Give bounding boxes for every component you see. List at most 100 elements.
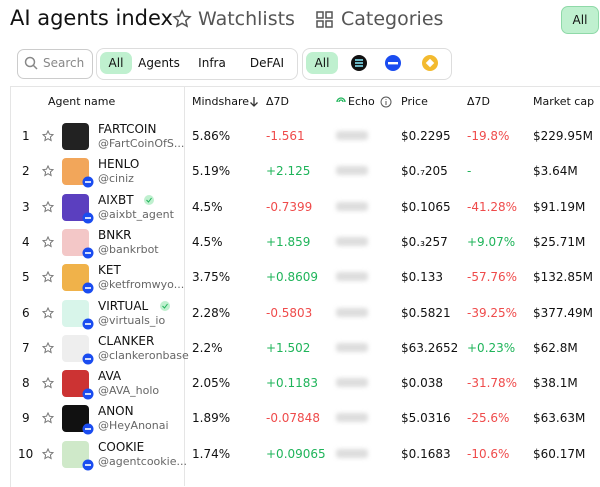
mindshare: 1.74%: [192, 446, 231, 461]
column-divider: [184, 86, 185, 486]
watch-star: [42, 412, 54, 424]
echo-icon: [336, 97, 346, 103]
rank: 6: [22, 305, 30, 320]
category-filter[interactable]: Agents: [138, 56, 180, 70]
category-filter[interactable]: DeFAI: [249, 56, 285, 70]
market-cap: $38.1M: [533, 376, 578, 391]
search-box[interactable]: [17, 49, 93, 79]
category-filter[interactable]: Infra: [198, 56, 226, 70]
echo-blurred: [336, 307, 368, 317]
echo-blurred: [336, 413, 368, 423]
star-icon: [172, 9, 192, 28]
mindshare: 2.28%: [192, 305, 231, 320]
echo-blurred: [336, 378, 368, 388]
mindshare-change neg: -0.07848: [266, 411, 320, 426]
market-cap: $25.71M: [533, 234, 586, 249]
agent-handle: @virtuals_io: [98, 313, 166, 327]
echo-blurred: [336, 272, 368, 282]
chain-badge: [82, 282, 94, 294]
watch-star: [42, 165, 54, 177]
market-cap: $91.19M: [533, 199, 586, 214]
watch-star: [42, 341, 54, 354]
agent-handle: @AVA_holo: [98, 384, 160, 398]
rank: 1: [22, 129, 30, 143]
column-header[interactable]: Δ7D: [467, 95, 490, 108]
tab[interactable]: Watchlists: [198, 8, 295, 30]
chain-badge: [82, 247, 94, 259]
column-header[interactable]: Price: [401, 95, 428, 108]
mindshare-change neg: -1.561: [266, 129, 305, 143]
column-header[interactable]: Echo: [348, 95, 375, 108]
echo-blurred: [336, 448, 368, 458]
rank: 9: [22, 411, 30, 426]
rank: 8: [22, 376, 30, 391]
mindshare: 1.89%: [192, 411, 231, 426]
rank: 7: [22, 340, 30, 355]
agent-handle: @aixbt_agent: [98, 207, 174, 221]
agent-name: AVA: [98, 369, 122, 384]
watch-star: [42, 130, 54, 142]
price-change: -57.76%: [467, 270, 518, 285]
price: $63.2652: [401, 340, 459, 355]
mindshare-change pos: +1.502: [266, 340, 311, 355]
agent-handle: @ciniz: [98, 172, 134, 186]
price: $0.133: [401, 270, 443, 285]
watch-star: [42, 200, 54, 213]
market-cap: $132.85M: [533, 270, 593, 285]
agent-handle: @clankeronbase: [98, 348, 189, 362]
price: $0.₇205: [401, 164, 448, 179]
rank: 3: [22, 199, 30, 214]
all-button[interactable]: All: [561, 6, 599, 34]
chain-badge: [82, 212, 94, 224]
price: $0.2295: [401, 129, 451, 143]
chain-badge: [82, 423, 94, 435]
market-cap: $377.49M: [533, 305, 593, 320]
mindshare: 5.19%: [192, 164, 231, 179]
chain-badge: [82, 388, 94, 400]
market-cap: $229.95M: [533, 129, 593, 143]
agent-name: BNKR: [98, 227, 132, 242]
column-header[interactable]: Δ7D: [266, 95, 289, 108]
mindshare-change pos: +0.8609: [266, 270, 319, 285]
agent-handle: @FartCoinOfS...: [98, 137, 185, 150]
chain-icons: [351, 55, 438, 71]
info-icon: [380, 96, 392, 108]
rank: 10: [18, 446, 34, 461]
price-change: -19.8%: [467, 129, 510, 143]
agent-name: FARTCOIN: [98, 122, 157, 136]
category-filter[interactable]: All: [100, 52, 132, 74]
watch-star: [42, 235, 54, 248]
agent-name: VIRTUAL: [98, 298, 149, 313]
agent-name: KET: [98, 263, 121, 278]
mindshare: 2.2%: [192, 340, 223, 355]
price: $0.1065: [401, 199, 451, 214]
price-change: -: [467, 164, 472, 179]
page-title: AI agents index: [10, 6, 173, 30]
agent-handle: @ketfromwyo...: [98, 278, 185, 292]
price: $5.0316: [401, 411, 451, 426]
price-change: -25.6%: [467, 411, 510, 426]
market-cap: $63.63M: [533, 411, 586, 426]
mindshare-change pos: +1.859: [266, 234, 311, 249]
market-cap: $62.8M: [533, 340, 578, 355]
rank: 5: [22, 270, 30, 285]
price: $0.5821: [401, 305, 451, 320]
watch-star: [42, 377, 54, 389]
price: $0.038: [401, 376, 443, 391]
verified-badge: [160, 300, 171, 311]
mindshare-change pos: +0.1183: [266, 376, 319, 391]
mindshare: 5.86%: [192, 129, 231, 143]
tab[interactable]: Categories: [341, 8, 444, 30]
price-change: +9.07%: [467, 234, 516, 249]
column-header[interactable]: Market cap: [533, 95, 595, 108]
chain-all[interactable]: All: [306, 52, 338, 74]
column-header[interactable]: Agent name: [48, 95, 116, 108]
mindshare-change neg: -0.5803: [266, 305, 313, 320]
echo-blurred: [336, 166, 368, 176]
mindshare-change neg: -0.7399: [266, 199, 313, 214]
agent-name: ANON: [98, 404, 134, 419]
echo-blurred: [336, 342, 368, 352]
column-header[interactable]: Mindshare: [192, 95, 249, 108]
avatar: [62, 123, 89, 150]
mindshare-change pos: +2.125: [266, 164, 311, 179]
